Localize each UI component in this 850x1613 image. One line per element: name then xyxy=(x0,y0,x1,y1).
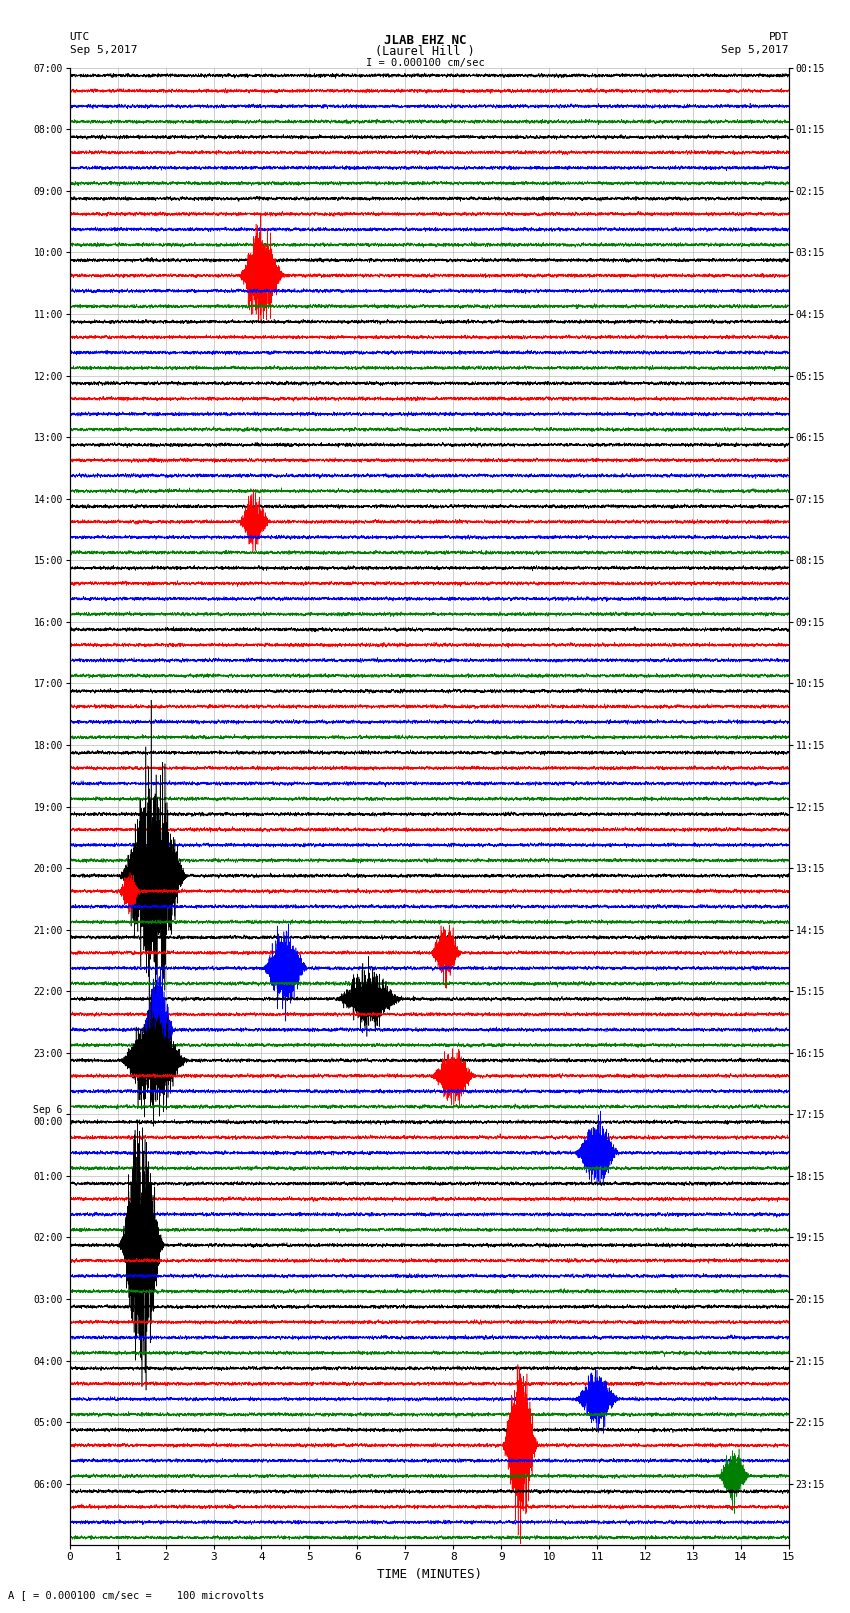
Text: I = 0.000100 cm/sec: I = 0.000100 cm/sec xyxy=(366,58,484,68)
Text: Sep 5,2017: Sep 5,2017 xyxy=(722,45,789,55)
Text: JLAB EHZ NC: JLAB EHZ NC xyxy=(383,34,467,47)
Text: (Laurel Hill ): (Laurel Hill ) xyxy=(375,45,475,58)
Text: A [ = 0.000100 cm/sec =    100 microvolts: A [ = 0.000100 cm/sec = 100 microvolts xyxy=(8,1590,264,1600)
Text: Sep 5,2017: Sep 5,2017 xyxy=(70,45,137,55)
X-axis label: TIME (MINUTES): TIME (MINUTES) xyxy=(377,1568,482,1581)
Text: UTC: UTC xyxy=(70,32,90,42)
Text: PDT: PDT xyxy=(768,32,789,42)
